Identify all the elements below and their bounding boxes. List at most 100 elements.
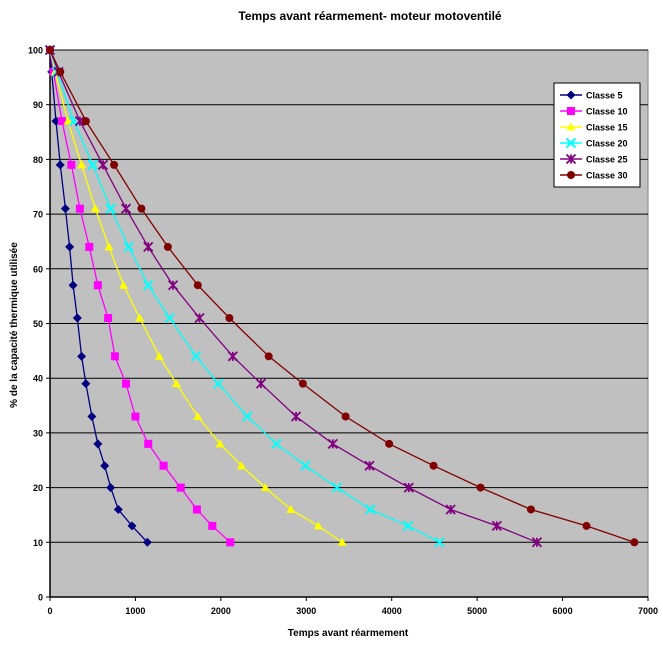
data-point [385, 439, 394, 448]
data-point [123, 241, 134, 253]
data-point [56, 67, 65, 76]
data-point [298, 379, 307, 388]
data-point [159, 461, 168, 470]
data-point [194, 312, 205, 324]
data-point [215, 439, 225, 448]
data-point [68, 280, 78, 290]
data-point [341, 412, 350, 421]
data-point [164, 312, 175, 324]
x-tick-label: 6000 [553, 606, 573, 616]
data-point [72, 313, 82, 323]
data-point [167, 280, 179, 291]
data-point [163, 242, 172, 251]
y-axis-label: % de la capacité thermique utilisée [9, 242, 20, 408]
data-point [74, 115, 86, 127]
data-point [81, 117, 90, 126]
data-point [582, 521, 591, 530]
data-point [531, 537, 543, 548]
data-point [154, 351, 164, 360]
data-point [110, 160, 119, 169]
data-point [271, 438, 282, 450]
x-tick-label: 7000 [638, 606, 658, 616]
data-point [87, 411, 97, 421]
data-point [242, 411, 253, 422]
data-point [87, 159, 98, 171]
data-point [434, 537, 445, 548]
data-point [131, 412, 140, 421]
data-point [176, 483, 185, 492]
x-tick-label: 4000 [382, 606, 402, 616]
data-point [403, 482, 414, 493]
data-point [118, 280, 128, 289]
data-point [255, 378, 267, 389]
data-point [429, 461, 438, 470]
y-tick-label: 70 [33, 210, 43, 220]
x-tick-label: 3000 [296, 606, 316, 616]
data-point [93, 281, 102, 290]
data-point [100, 461, 110, 471]
data-point [190, 351, 202, 362]
y-tick-label: 90 [33, 100, 43, 110]
data-point [104, 242, 114, 251]
y-tick-label: 0 [38, 593, 43, 603]
data-point [106, 483, 116, 493]
data-point [264, 352, 273, 361]
legend-marker [565, 153, 577, 165]
data-point [260, 483, 270, 492]
y-tick-label: 30 [33, 428, 43, 438]
y-tick-label: 40 [33, 374, 43, 384]
series-4 [44, 44, 445, 548]
data-point [65, 242, 75, 252]
data-point [77, 160, 87, 169]
data-point [90, 204, 100, 213]
data-point [143, 241, 154, 253]
data-point [137, 204, 146, 213]
legend-label: Classe 15 [586, 123, 628, 133]
x-tick-label: 0 [47, 606, 52, 616]
data-point [402, 520, 414, 532]
x-tick-label: 1000 [125, 606, 145, 616]
data-point [192, 505, 201, 514]
legend-marker [567, 107, 575, 115]
data-point [208, 521, 217, 530]
legend-label: Classe 10 [586, 107, 628, 117]
data-point [57, 117, 66, 126]
x-axis-label: Temps avant réarmement [288, 628, 409, 639]
y-tick-label: 50 [33, 319, 43, 329]
x-tick-label: 2000 [211, 606, 231, 616]
data-point [105, 203, 116, 214]
data-point [142, 537, 152, 547]
data-point [63, 116, 73, 125]
data-point [110, 352, 119, 361]
data-point [331, 482, 343, 493]
series-6 [46, 46, 639, 547]
data-point [193, 411, 203, 420]
data-point [46, 46, 54, 54]
data-point [491, 520, 502, 532]
data-point [97, 159, 109, 171]
data-point [526, 505, 535, 514]
x-tick-label: 5000 [467, 606, 487, 616]
data-point [67, 160, 76, 169]
data-point [364, 460, 375, 471]
series-3 [45, 45, 347, 546]
data-point [60, 204, 70, 214]
data-point [226, 538, 235, 547]
data-point [120, 203, 132, 214]
data-point [286, 504, 296, 513]
legend-marker [566, 122, 576, 131]
data-point [365, 504, 376, 515]
data-point [313, 521, 323, 530]
data-point [171, 379, 181, 388]
y-tick-label: 10 [33, 538, 43, 548]
data-point [476, 483, 485, 492]
data-point [135, 313, 145, 322]
data-point [290, 411, 302, 422]
legend-box [553, 82, 641, 188]
data-point [122, 379, 131, 388]
data-point [77, 351, 87, 361]
y-tick-label: 60 [33, 264, 43, 274]
data-point [236, 461, 246, 470]
legend: Classe 5 Classe 10 Classe 15 Classe 20 Class… [553, 82, 641, 188]
